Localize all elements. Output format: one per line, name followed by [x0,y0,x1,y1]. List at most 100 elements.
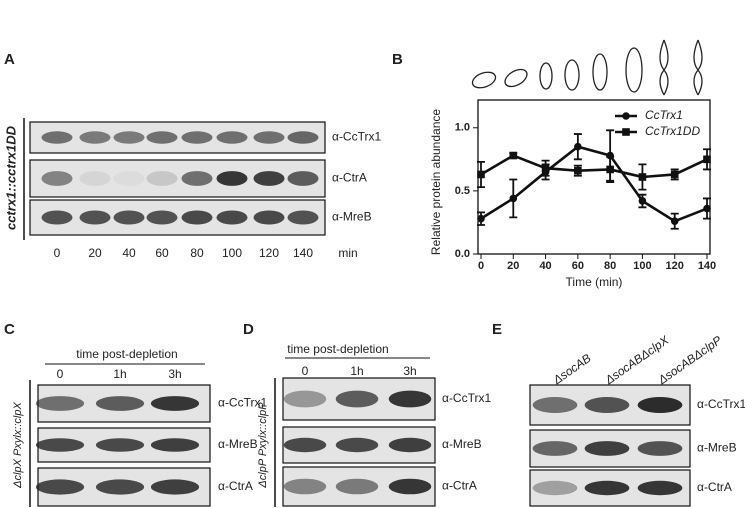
band [637,480,683,496]
x-tick-label: 20 [507,260,519,272]
band [146,131,178,144]
panel-label: A [4,51,15,68]
antibody-label: α-MreB [332,210,372,224]
point [703,155,711,164]
antibody-label: α-CcTrx1 [442,391,491,405]
lane-label: 0 [54,246,61,260]
lane-label: 0 [302,364,309,378]
lane-unit: min [338,246,357,260]
band [388,437,432,453]
point [638,197,647,205]
band [181,131,213,144]
panel-label: C [4,321,15,338]
antibody-label: α-MreB [442,437,482,451]
antibody-label: α-CcTrx1 [332,130,381,144]
band [79,171,111,186]
x-tick-label: 140 [698,260,716,272]
x-tick-label: 120 [666,260,684,272]
panel-label: B [392,51,403,68]
band [532,480,578,496]
point [670,217,679,225]
strain-label: ΔclpP Pxylx::clpP [257,402,269,489]
point [670,170,679,179]
band [287,131,319,144]
y-tick-label: 1.0 [455,122,470,134]
x-tick-label: 80 [604,260,616,272]
lane-label: 3h [168,367,181,381]
panel-label: D [243,321,254,338]
band [637,441,683,456]
band [41,210,73,225]
band [146,210,178,225]
band [95,396,145,411]
band [181,171,213,186]
x-tick-label: 100 [633,260,651,272]
antibody-label: α-MreB [218,437,258,451]
point [477,214,485,223]
legend-marker [622,128,630,136]
band [584,441,630,456]
band [584,480,630,496]
band [113,131,145,144]
band [181,210,213,225]
point [541,164,550,172]
band [41,131,73,144]
legend-label: CcTrx1DD [645,124,700,138]
series [477,148,711,191]
band [150,438,200,452]
band [146,171,178,186]
point [574,142,582,151]
point [703,204,711,213]
band [35,438,85,452]
point [509,151,518,160]
band [532,397,578,413]
band [283,478,327,495]
band [532,441,578,456]
band [283,437,327,453]
band [79,131,111,144]
band [335,478,379,495]
legend-label: CcTrx1 [645,108,683,122]
lane-label: 60 [155,246,169,260]
strain-label: ΔclpX Pxylx::clpX [12,402,24,489]
band [253,171,285,186]
band [388,390,432,408]
series-line [480,154,708,179]
point [606,165,614,174]
band [335,437,379,453]
point [477,170,485,179]
strain-label: cctrx1::cctrx1DD [3,125,18,230]
y-tick-label: 0.5 [455,185,470,197]
panel-label: E [492,321,502,338]
point [509,194,518,203]
antibody-label: α-CtrA [218,479,253,493]
lane-label: 1h [350,364,363,378]
cell-cartoons [471,39,703,96]
header: time post-depletion [287,342,388,356]
band [35,479,85,495]
x-tick-label: 0 [478,260,484,272]
band [283,390,327,408]
series-line [480,145,708,223]
band [216,131,248,144]
band [79,210,111,225]
lane-label: 140 [293,246,313,260]
lane-label: 20 [88,246,102,260]
lane-label: ΔsocAB [550,351,594,388]
band [253,131,285,144]
y-axis-label: Relative protein abundance [429,109,443,255]
band [335,390,379,408]
x-axis-label: Time (min) [566,275,623,289]
y-tick-label: 0.0 [455,248,470,260]
antibody-label: α-MreB [697,441,737,455]
antibody-label: α-CtrA [697,480,732,494]
lane-label: 80 [190,246,204,260]
band [95,479,145,495]
lane-label: 40 [122,246,136,260]
lane-label: 100 [222,246,242,260]
band [216,210,248,225]
band [113,210,145,225]
x-tick-label: 60 [572,260,584,272]
lane-label: 120 [259,246,279,260]
